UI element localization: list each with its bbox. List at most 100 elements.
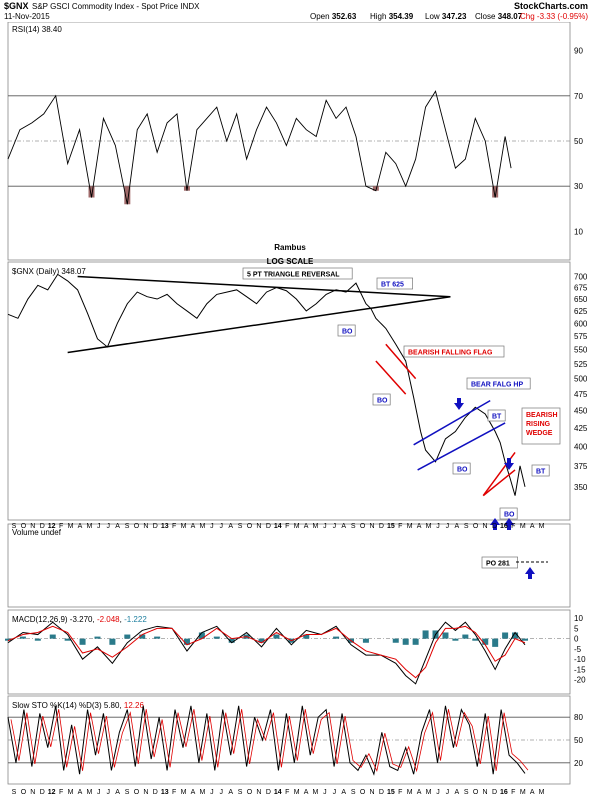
arrow-up-2	[504, 518, 514, 530]
macd-histogram-bar	[183, 638, 190, 645]
x-tick: A	[191, 523, 196, 530]
x-tick: S	[464, 523, 469, 530]
rsi-tick: 50	[574, 137, 583, 146]
x-tick: F	[398, 789, 402, 796]
arrow-down-1	[454, 398, 464, 410]
x-tick: N	[483, 523, 488, 530]
po-281-label: PO 281	[486, 561, 510, 568]
x-tick: M	[68, 789, 74, 796]
x-tick: S	[125, 523, 130, 530]
x-tick: J	[97, 523, 101, 530]
rsi-oversold-fill	[124, 186, 131, 205]
x-tick: J	[436, 789, 440, 796]
macd-histogram-bar	[79, 638, 86, 645]
x-tick: 15	[387, 523, 395, 530]
price-tick: 475	[574, 390, 588, 399]
x-tick: D	[153, 523, 158, 530]
macd-histogram-bar	[124, 634, 131, 639]
x-tick: J	[333, 523, 337, 530]
bt-label-3: BT	[536, 469, 546, 476]
price-tick: 650	[574, 295, 588, 304]
open-quote: Open 352.63	[310, 12, 357, 21]
wedge-label-1: BEARISH	[526, 412, 558, 419]
x-tick: F	[172, 789, 176, 796]
bt-625-label-box	[376, 277, 413, 290]
x-tick: O	[21, 523, 27, 530]
x-tick: A	[78, 523, 83, 530]
x-tick: 14	[274, 523, 282, 530]
x-tick: N	[256, 789, 261, 796]
x-tick: N	[483, 789, 488, 796]
triangle-upper-line	[77, 275, 451, 298]
x-tick: A	[304, 789, 309, 796]
price-tick: 675	[574, 284, 588, 293]
wedge-label-3: WEDGE	[526, 430, 553, 437]
price-line	[7, 273, 526, 496]
x-tick: A	[417, 523, 422, 530]
x-tick: 15	[387, 789, 395, 796]
macd-tick: -20	[574, 676, 586, 685]
falling-flag-label: BEARISH FALLING FLAG	[408, 350, 493, 357]
bo-label-1-box	[337, 324, 356, 337]
volume-label: Volume undef	[12, 528, 62, 537]
rsi-tick: 70	[574, 92, 583, 101]
index-name: S&P GSCI Commodity Index - Spot Price IN…	[32, 2, 200, 11]
x-tick: A	[115, 523, 120, 530]
x-tick: M	[313, 523, 319, 530]
macd-label: MACD(12,26,9) -3.270, -2.048, -1.222	[12, 615, 147, 624]
macd-tick: 10	[574, 614, 583, 623]
x-tick: F	[59, 789, 63, 796]
rsi-tick: 10	[574, 227, 583, 236]
rsi-line	[7, 90, 512, 205]
x-tick: D	[153, 789, 158, 796]
pane-frame-3	[7, 609, 571, 695]
x-tick: S	[238, 789, 243, 796]
rsi-label: RSI(14) 38.40	[12, 25, 62, 34]
x-tick: N	[256, 523, 261, 530]
macd-histogram-bar	[502, 632, 509, 639]
x-tick: A	[191, 789, 196, 796]
rsi-tick: 90	[574, 47, 583, 56]
falling-flag-label-box	[403, 345, 505, 358]
x-tick: M	[539, 789, 545, 796]
macd-histogram-bar	[19, 636, 26, 639]
triangle-label: 5 PT TRIANGLE REVERSAL	[247, 272, 340, 279]
x-tick: A	[341, 523, 346, 530]
x-tick: M	[199, 523, 205, 530]
x-tick: J	[323, 789, 327, 796]
x-tick: M	[294, 789, 300, 796]
x-tick: F	[511, 523, 515, 530]
x-tick: M	[86, 789, 92, 796]
x-tick: A	[228, 523, 233, 530]
x-tick: D	[40, 523, 45, 530]
x-tick: M	[407, 789, 413, 796]
x-tick: O	[247, 523, 253, 530]
price-tick: 425	[574, 424, 588, 433]
bo-label-3: BO	[457, 467, 468, 474]
macd-histogram-bar	[303, 634, 310, 639]
triangle-label-box	[242, 267, 353, 280]
macd-histogram-bar	[472, 638, 479, 641]
sto-label: Slow STO %K(14) %D(3) 5.80, 12.26	[12, 701, 144, 710]
x-tick: J	[210, 789, 214, 796]
x-tick: M	[313, 789, 319, 796]
macd-histogram-bar	[109, 638, 116, 645]
bear-flag-lower	[417, 422, 506, 471]
price-tick: 375	[574, 462, 588, 471]
x-tick: D	[492, 523, 497, 530]
log-scale-label: LOG SCALE	[267, 257, 314, 266]
x-tick: A	[454, 523, 459, 530]
x-tick: O	[134, 789, 140, 796]
x-tick: A	[530, 523, 535, 530]
x-tick: F	[285, 789, 289, 796]
bt-label-3-box	[531, 464, 550, 477]
x-tick: N	[143, 789, 148, 796]
x-tick: J	[220, 789, 224, 796]
rsi-oversold-fill	[492, 186, 499, 198]
macd-tick: -5	[574, 645, 582, 654]
macd-tick: 5	[574, 624, 579, 633]
bt-label-2-box	[487, 409, 506, 422]
x-tick: M	[68, 523, 74, 530]
x-tick: F	[398, 523, 402, 530]
bo-label-3-box	[452, 462, 471, 475]
